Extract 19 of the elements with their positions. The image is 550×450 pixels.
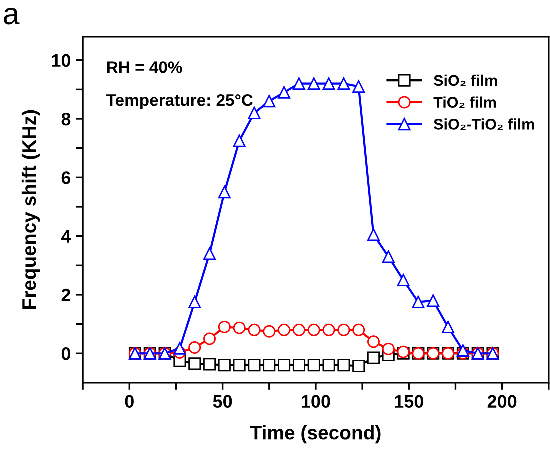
- x-tick-label: 100: [302, 395, 330, 408]
- x-tick-label: 200: [488, 395, 517, 408]
- x-tick-label: 150: [395, 395, 424, 408]
- chart-title: a: [4, 8, 20, 25]
- x-tick-label: 0: [125, 395, 134, 408]
- y-tick-label: 4: [61, 230, 72, 243]
- annotation: RH = 40%: [107, 62, 182, 74]
- y-axis-title: Frequency shift (KHz): [22, 110, 40, 310]
- y-tick-label: 2: [62, 288, 71, 302]
- x-tick-label: 50: [213, 395, 232, 408]
- y-tick-label: 8: [62, 112, 71, 126]
- y-tick-label: 6: [62, 172, 71, 184]
- y-tick-label: 0: [62, 348, 71, 360]
- x-axis-title: Time (second): [250, 425, 381, 444]
- annotation: Temperature: 25°C: [106, 94, 254, 110]
- legend-label: SiO₂-TiO₂ film: [434, 118, 534, 130]
- legend-label: TiO₂ film: [434, 96, 496, 108]
- y-tick-label: 10: [52, 54, 71, 68]
- legend-label: SiO₂ film: [434, 74, 498, 86]
